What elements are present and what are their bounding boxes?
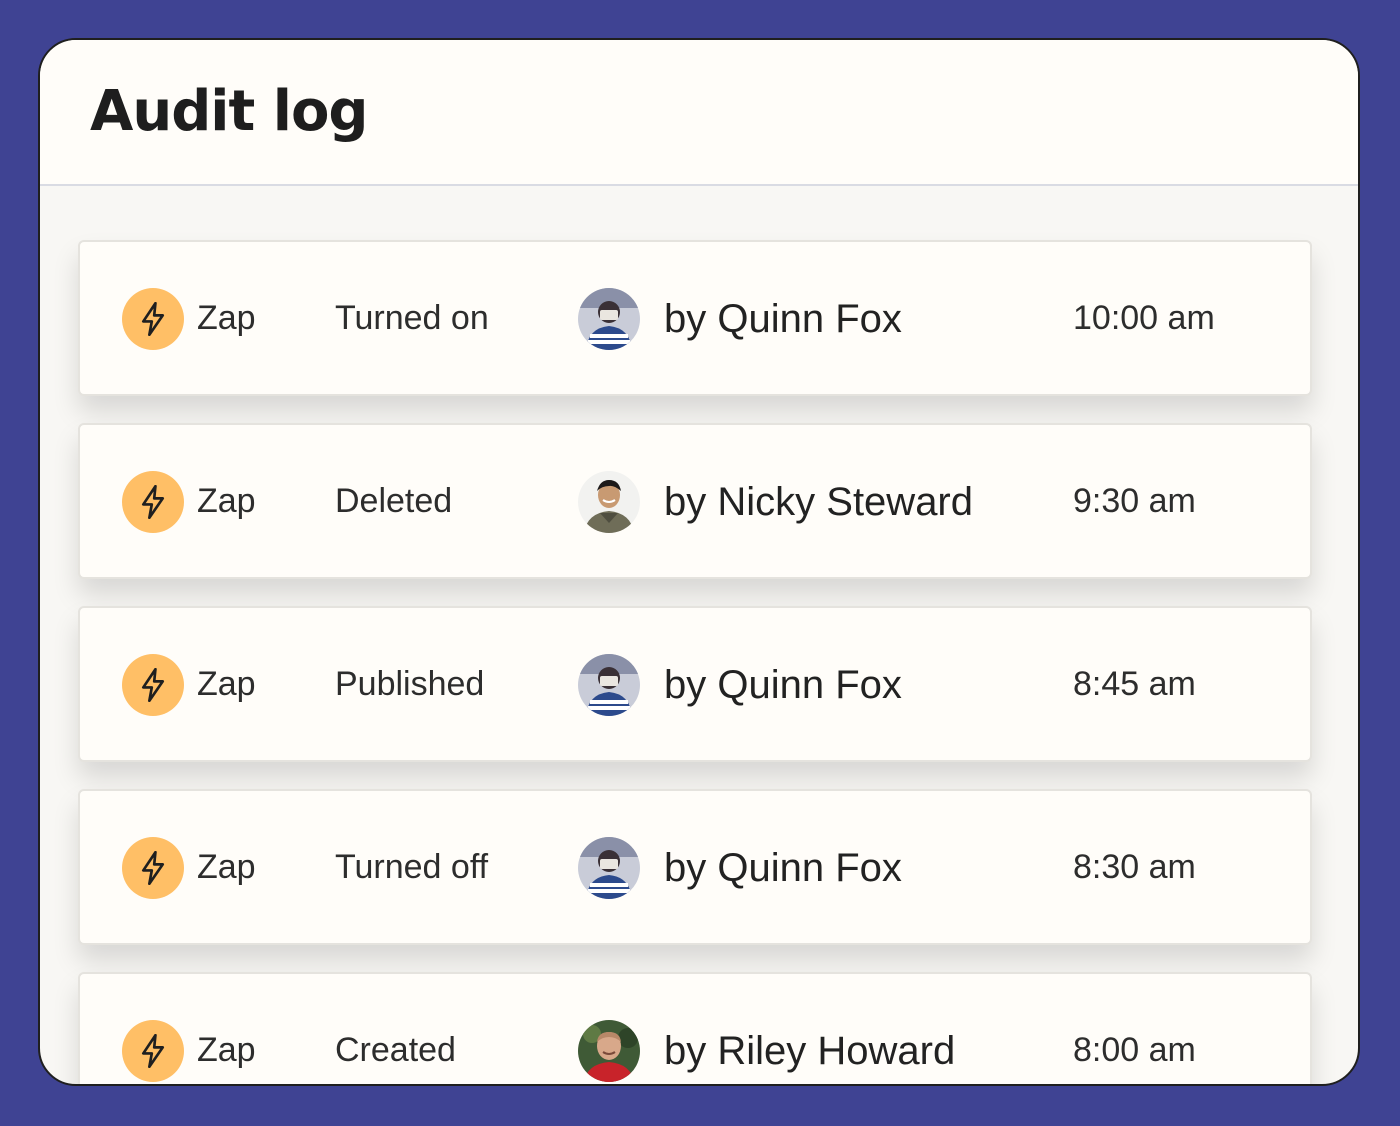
timestamp: 8:45 am [1073, 665, 1196, 703]
action-label: Published [335, 665, 485, 703]
quinn-fox-avatar [578, 654, 640, 716]
item-type: Zap [197, 299, 256, 337]
actor-link[interactable]: Quinn Fox [717, 846, 902, 890]
timestamp: 8:00 am [1073, 1031, 1196, 1069]
by-prefix: by [664, 1029, 707, 1073]
actor-name: by Quinn Fox [664, 662, 902, 708]
actor-name: by Quinn Fox [664, 845, 902, 891]
actor-link[interactable]: Quinn Fox [717, 663, 902, 707]
lightning-bolt-icon [122, 288, 184, 350]
panel-header: Audit log [40, 40, 1358, 186]
lightning-bolt-icon [122, 1020, 184, 1082]
nicky-steward-avatar [578, 471, 640, 533]
timestamp: 9:30 am [1073, 482, 1196, 520]
item-type: Zap [197, 1031, 256, 1069]
log-entry[interactable]: Zap Turned off by Quinn Fox 8:30 am [78, 789, 1312, 945]
actor-link[interactable]: Riley Howard [717, 1029, 956, 1073]
actor-name: by Nicky Steward [664, 479, 973, 525]
action-label: Deleted [335, 482, 453, 520]
action-label: Turned on [335, 299, 489, 337]
actor-link[interactable]: Quinn Fox [717, 297, 902, 341]
lightning-bolt-icon [122, 471, 184, 533]
by-prefix: by [664, 663, 707, 707]
log-entry[interactable]: Zap Created by Riley Howard 8:00 am [78, 972, 1312, 1084]
actor-link[interactable]: Nicky Steward [717, 480, 973, 524]
item-type: Zap [197, 665, 256, 703]
item-type: Zap [197, 848, 256, 886]
actor-name: by Quinn Fox [664, 296, 902, 342]
riley-howard-avatar [578, 1020, 640, 1082]
by-prefix: by [664, 846, 707, 890]
action-label: Created [335, 1031, 456, 1069]
item-type: Zap [197, 482, 256, 520]
lightning-bolt-icon [122, 654, 184, 716]
audit-log-panel: Audit log Zap Turned on by Quinn Fox [38, 38, 1360, 1086]
lightning-bolt-icon [122, 837, 184, 899]
quinn-fox-avatar [578, 288, 640, 350]
actor-name: by Riley Howard [664, 1028, 955, 1074]
audit-log-list: Zap Turned on by Quinn Fox 10:00 am Zap [78, 240, 1312, 1084]
timestamp: 10:00 am [1073, 299, 1215, 337]
log-entry[interactable]: Zap Turned on by Quinn Fox 10:00 am [78, 240, 1312, 396]
quinn-fox-avatar [578, 837, 640, 899]
log-entry[interactable]: Zap Deleted by Nicky Steward 9:30 am [78, 423, 1312, 579]
log-entry[interactable]: Zap Published by Quinn Fox 8:45 am [78, 606, 1312, 762]
page-title: Audit log [90, 79, 369, 144]
action-label: Turned off [335, 848, 489, 886]
by-prefix: by [664, 297, 707, 341]
by-prefix: by [664, 480, 707, 524]
timestamp: 8:30 am [1073, 848, 1196, 886]
